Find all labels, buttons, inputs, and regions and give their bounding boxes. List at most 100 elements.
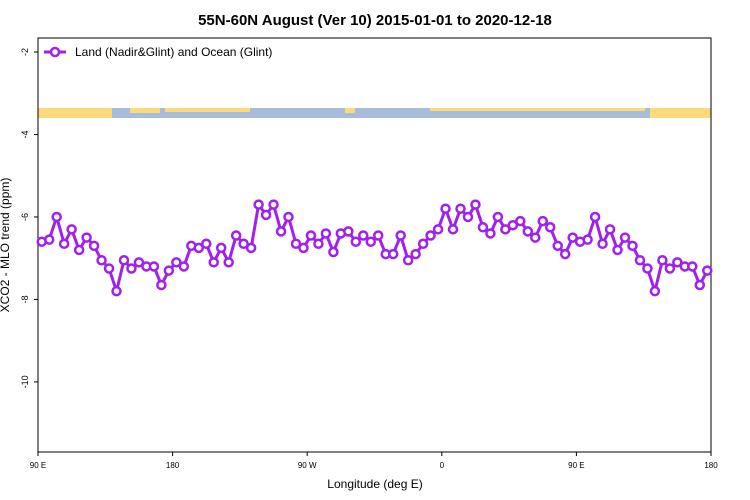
data-point [275,226,287,237]
data-point [66,224,77,235]
y-tick-label: -6 [20,213,30,221]
data-point [230,230,242,241]
data-point [58,238,70,250]
data-point [163,265,175,276]
data-point [343,226,354,237]
chart-title: 55N-60N August (Ver 10) 2015-01-01 to 20… [198,12,552,29]
data-point [111,285,122,297]
data-point [260,209,272,221]
data-point [148,261,160,272]
data-point [156,279,167,291]
x-tick-label: 90 E [568,461,584,470]
data-point [358,230,369,241]
data-point [612,244,623,256]
data-point [171,257,182,268]
data-point [73,244,85,256]
data-point [201,238,212,250]
data-point [268,199,279,210]
data-point [320,228,332,239]
data-point [193,242,205,254]
data-point [395,230,406,241]
data-point [402,255,414,266]
data-point [223,257,234,268]
data-point [305,230,317,241]
data-point [664,263,676,274]
data-point [417,238,429,250]
data-point [687,261,698,272]
data-point [559,248,571,260]
data-point [634,255,646,266]
data-point [672,257,683,268]
data-point [597,238,608,250]
data-point [515,215,526,227]
data-point [425,230,436,241]
data-point [103,263,115,274]
data-point [245,242,257,254]
data-point [118,255,130,266]
data-point [582,234,593,245]
y-tick-label: -10 [20,375,30,388]
y-axis-label: XCO2 - MLO trend (ppm) [0,178,12,313]
data-point [410,248,421,260]
data-point [350,236,362,247]
data-point [387,248,399,260]
data-point [238,238,249,250]
data-point [133,257,145,268]
data-point [552,240,563,252]
data-point [81,232,92,243]
data-point [178,261,190,272]
data-point [215,242,227,254]
data-point [694,279,706,291]
data-point [96,255,107,266]
data-point [604,224,616,235]
x-tick-label: 90 W [298,461,317,470]
data-point [43,234,55,245]
data-point [649,285,661,297]
x-tick-label: 180 [704,461,718,470]
data-point [290,238,302,250]
data-point [589,211,601,223]
x-tick-label: 180 [166,461,180,470]
data-point [485,228,496,239]
data-point [126,263,137,274]
data-point [313,238,324,250]
data-point [372,230,384,241]
data-point [627,240,638,252]
data-point [522,226,534,237]
y-tick-label: -2 [20,48,30,56]
data-point [298,242,309,254]
y-tick-label: -4 [20,130,30,138]
y-tick-label: -8 [20,295,30,303]
data-point [440,203,451,214]
data-point [500,224,511,235]
data-point [365,236,377,247]
data-point [567,232,578,243]
data-point [253,199,264,210]
data-point [283,211,294,223]
data-point [492,211,504,223]
x-axis-label: Longitude (deg E) [327,477,422,491]
data-point [88,240,100,252]
legend-marker [49,46,61,58]
data-point [328,246,339,258]
data-point [477,222,489,233]
data-point [51,211,62,223]
data-point [537,215,548,227]
data-point [657,255,668,266]
data-point [544,222,556,233]
data-point [462,211,474,223]
data-point [619,232,631,243]
data-point [470,199,481,210]
x-tick-label: 0 [440,461,445,470]
map-strip [38,108,711,118]
data-point [642,263,653,274]
data-point [530,232,541,243]
data-point [455,203,466,214]
legend-label: Land (Nadir&Glint) and Ocean (Glint) [75,45,272,59]
data-point [208,257,219,268]
data-point [702,265,713,276]
data-point [432,224,444,235]
x-tick-label: 90 E [30,461,46,470]
